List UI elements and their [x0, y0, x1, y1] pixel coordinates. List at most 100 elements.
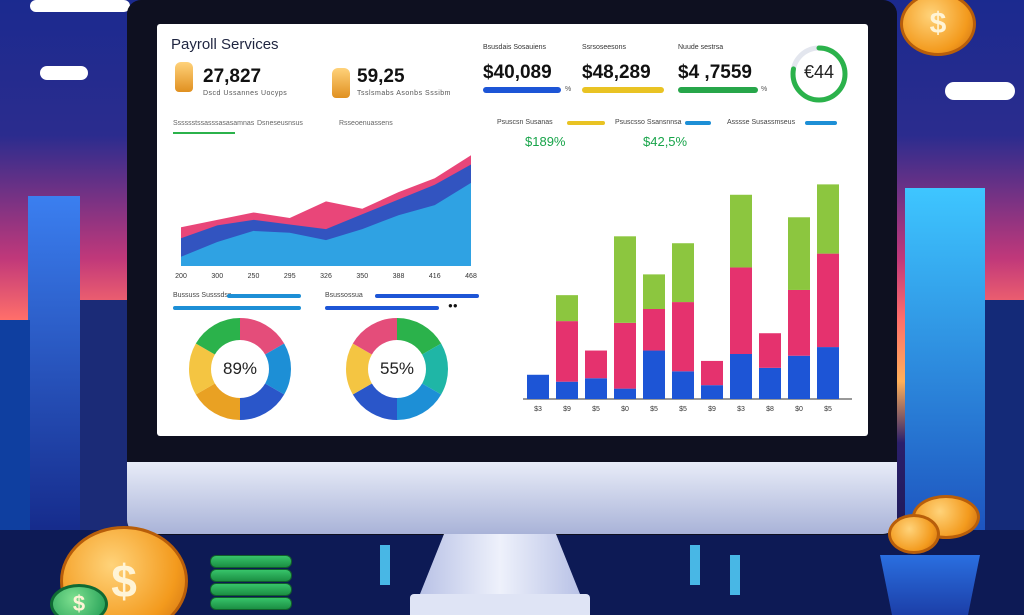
- dollar-icon: $: [111, 555, 137, 607]
- stat-value: 27,827: [203, 66, 262, 87]
- money-card-value: $48,289: [582, 62, 651, 83]
- bar-category-label: $0: [795, 406, 803, 413]
- tab-overview[interactable]: Sssssstssasssasasamnas: [173, 120, 255, 127]
- mid-label: Bussuss Susssdss: [173, 292, 232, 299]
- bar-segment: [817, 347, 839, 399]
- donut-slice: [239, 382, 285, 420]
- donut-slice: [396, 382, 442, 420]
- mid-bar: [375, 294, 479, 298]
- bar-segment: [788, 289, 810, 356]
- money-card-label: Nuude sestrsa: [678, 44, 724, 51]
- x-tick-label: 295: [284, 273, 296, 280]
- mid-label: Bsussossua: [325, 292, 363, 299]
- money-card-label: Ssrsoseesons: [582, 44, 626, 51]
- dollar-icon: $: [72, 591, 86, 615]
- monitor-stand: [420, 534, 580, 594]
- donut-slice: [195, 318, 241, 356]
- cash-bill: [210, 555, 292, 568]
- progress-ring-svg: [790, 45, 848, 103]
- bar-segment: [585, 350, 607, 379]
- bar-segment: [788, 217, 810, 290]
- tab-departments[interactable]: Dsneseusnsus: [257, 120, 303, 127]
- coin-cup-side: [888, 514, 940, 554]
- donut-slice: [396, 318, 442, 356]
- bar-segment: [556, 381, 578, 399]
- bar-segment: [759, 333, 781, 368]
- money-card-pct: %: [565, 86, 572, 93]
- bar-segment: [614, 388, 636, 399]
- cash-bill: [210, 597, 292, 610]
- bar-category-label: $3: [737, 406, 745, 413]
- coin-small-green: $: [50, 584, 108, 615]
- bar-segment: [730, 354, 752, 399]
- bar-chart: $3$9$5$0$5$5$9$3$8$0$5025%25%25%: [523, 184, 852, 413]
- bar-segment: [701, 360, 723, 386]
- donut-slice: [352, 382, 398, 420]
- bar-category-label: $9: [563, 406, 571, 413]
- bar-panel-label: Psuscsso Ssansnnsa: [615, 119, 682, 126]
- tab-reports[interactable]: Rsseoenuassens: [339, 120, 393, 127]
- mid-bar: [325, 306, 439, 310]
- bar-panel-label: Asssse Susassmseus: [727, 119, 796, 126]
- bar-segment: [759, 367, 781, 399]
- cloud-right: [945, 82, 1015, 100]
- dashboard-screen: Payroll Services 27,827 Dscd Ussannes Uo…: [157, 24, 868, 436]
- money-card-label: Bsusdais Sosauiens: [483, 44, 547, 51]
- bar-segment: [556, 321, 578, 382]
- money-card-value: $40,089: [483, 62, 552, 83]
- monitor-stand-base: [410, 594, 590, 615]
- stat-value: 59,25: [357, 66, 405, 87]
- bar-segment: [672, 302, 694, 372]
- cash-stack: [210, 555, 292, 615]
- glasses-icon: ●●: [448, 301, 458, 310]
- bar-segment: [643, 274, 665, 309]
- area-series: [181, 182, 471, 266]
- x-tick-label: 416: [429, 273, 441, 280]
- donut-chart: [346, 318, 448, 420]
- cloud-left: [40, 66, 88, 80]
- bar-panel-pct: $42,5%: [643, 134, 688, 149]
- donut-slice: [421, 343, 448, 395]
- building-window: [730, 555, 740, 595]
- x-tick-label: 326: [320, 273, 332, 280]
- bar-category-label: $5: [650, 406, 658, 413]
- donut-slice: [195, 382, 241, 420]
- bar-segment: [614, 322, 636, 389]
- bar-segment: [788, 355, 810, 399]
- bar-panel-bar: [805, 121, 837, 125]
- bar-category-label: $3: [534, 406, 542, 413]
- area-chart: 200 300 250 295 326 350 388 416 468: [175, 155, 477, 280]
- bar-panel-bar: [567, 121, 605, 125]
- monitor-chin: [127, 462, 897, 534]
- mid-bar: [173, 306, 301, 310]
- bar-segment: [730, 194, 752, 268]
- x-tick-label: 250: [248, 273, 260, 280]
- progress-ring-value: €44: [803, 62, 835, 82]
- x-tick-label: 350: [356, 273, 368, 280]
- donut-slice: [239, 318, 285, 356]
- bar-segment: [730, 267, 752, 354]
- bar-segment: [614, 236, 636, 323]
- money-card-value: $4 ,7559: [678, 62, 752, 83]
- stat-caption: Dscd Ussannes Uocyps: [203, 90, 288, 97]
- bar-segment: [527, 374, 549, 399]
- donut-hole: [369, 341, 425, 397]
- coin-top-right: $: [900, 0, 976, 56]
- cloud-top-left: [30, 0, 130, 12]
- bar-segment: [585, 378, 607, 399]
- stat-caption: Tsslsmabs Asonbs Sssibm: [357, 90, 451, 97]
- donut-slice: [189, 343, 216, 395]
- bar-category-label: $5: [679, 406, 687, 413]
- x-tick-label: 468: [465, 273, 477, 280]
- user-icon: [175, 62, 193, 92]
- x-tick-label: 200: [175, 273, 187, 280]
- money-card-bar: [582, 87, 664, 93]
- x-tick-label: 388: [393, 273, 405, 280]
- money-card-pct: %: [761, 86, 768, 93]
- donut-slice: [346, 343, 373, 395]
- bar-panel-label: Psuscsn Susanas: [497, 119, 553, 126]
- building-left-1: [28, 196, 80, 536]
- donut-value: 55%: [379, 359, 415, 378]
- building-window: [690, 545, 700, 585]
